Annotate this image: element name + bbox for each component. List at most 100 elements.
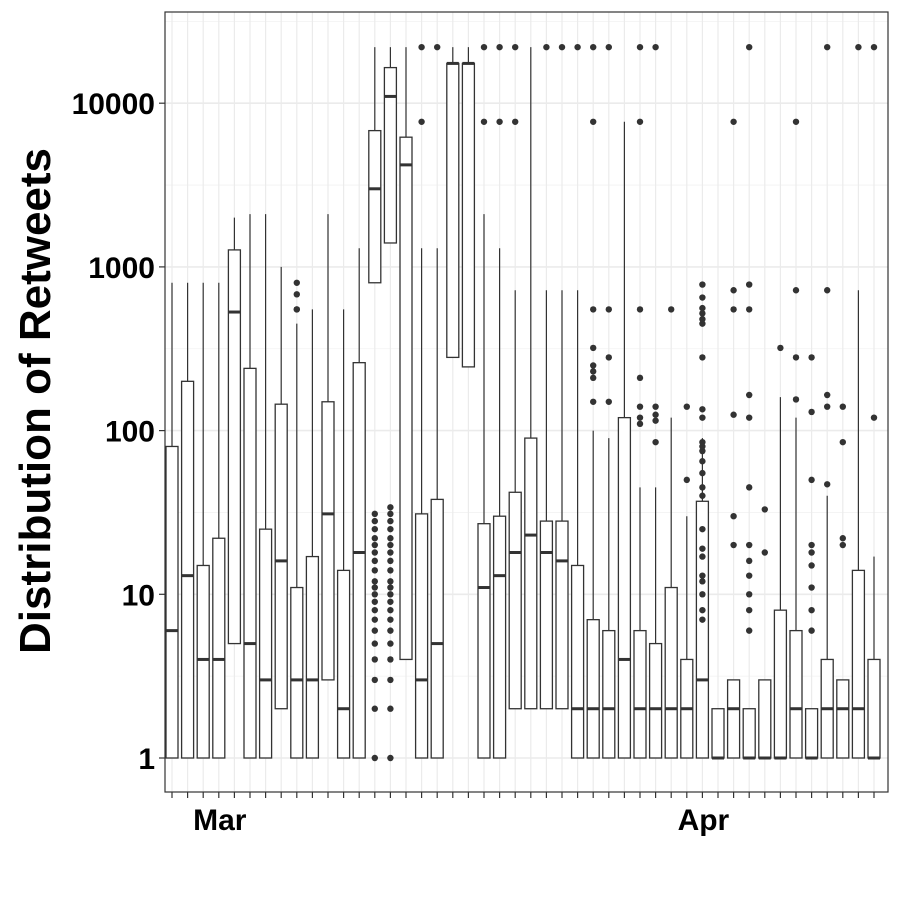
outlier-point: [371, 705, 378, 712]
outlier-point: [746, 606, 753, 614]
box-group: [617, 121, 632, 759]
outlier-point: [699, 294, 706, 301]
outlier-point: [387, 584, 394, 591]
box-iqr: [758, 679, 772, 759]
outlier-point: [652, 411, 659, 418]
outlier-point: [824, 287, 831, 294]
box-group: [446, 47, 460, 359]
box-group: [633, 43, 647, 759]
outlier-point: [387, 598, 394, 605]
outlier-point: [590, 118, 597, 125]
x-tick-label: Apr: [678, 804, 730, 837]
box-group: [789, 118, 803, 759]
outlier-point: [590, 368, 597, 375]
outlier-point: [590, 362, 597, 369]
outlier-point: [387, 616, 394, 623]
outlier-point: [605, 43, 612, 51]
outlier-point: [293, 291, 300, 298]
outlier-point: [387, 754, 394, 762]
outlier-point: [746, 414, 753, 421]
box-iqr: [836, 679, 850, 759]
outlier-point: [699, 458, 706, 465]
outlier-point: [824, 43, 831, 51]
outlier-point: [730, 512, 737, 520]
outlier-point: [480, 43, 488, 51]
outlier-point: [371, 640, 378, 647]
outlier-point: [371, 525, 378, 533]
box-iqr: [617, 416, 632, 759]
x-axis: Mar Apr: [171, 792, 875, 837]
outlier-point: [699, 438, 706, 446]
outlier-point: [699, 492, 706, 499]
box-group: [368, 47, 382, 762]
box-group: [180, 282, 195, 759]
outlier-point: [792, 396, 800, 403]
box-iqr: [461, 62, 476, 368]
outlier-point: [870, 43, 878, 51]
outlier-point: [371, 754, 378, 762]
box-iqr: [446, 62, 460, 359]
outlier-point: [777, 344, 784, 352]
box-group: [305, 309, 320, 759]
outlier-point: [699, 616, 706, 623]
outlier-point: [652, 403, 659, 410]
box-group: [648, 43, 663, 759]
outlier-point: [746, 43, 753, 51]
outlier-point: [387, 541, 394, 549]
outlier-point: [746, 557, 753, 565]
box-iqr: [165, 445, 179, 759]
outlier-point: [387, 535, 394, 542]
outlier-point: [699, 406, 706, 413]
outlier-point: [636, 414, 644, 421]
outlier-point: [699, 545, 706, 552]
outlier-point: [699, 315, 706, 323]
box-iqr: [477, 523, 491, 759]
outlier-point: [824, 481, 831, 488]
box-group: [664, 306, 678, 759]
box-group: [820, 43, 834, 759]
outlier-point: [371, 541, 378, 549]
box-group: [539, 43, 554, 710]
outlier-point: [512, 118, 519, 125]
outlier-point: [824, 391, 831, 399]
outlier-point: [387, 656, 394, 663]
box-iqr: [352, 362, 366, 759]
outlier-point: [387, 578, 394, 585]
box-iqr: [336, 569, 351, 759]
outlier-point: [699, 553, 706, 560]
outlier-point: [605, 354, 612, 361]
outlier-point: [761, 549, 768, 556]
outlier-point: [605, 398, 612, 405]
box-iqr: [586, 619, 600, 759]
outlier-point: [387, 549, 394, 556]
box-group: [430, 43, 444, 759]
box-group: [399, 47, 413, 661]
y-axis: 1 10 100 1000 10000: [72, 88, 165, 776]
box-iqr: [524, 437, 538, 710]
outlier-point: [418, 43, 425, 51]
box-group: [773, 344, 788, 760]
outlier-point: [699, 572, 706, 579]
box-iqr: [711, 708, 725, 759]
outlier-point: [387, 640, 394, 647]
outlier-point: [496, 118, 503, 125]
outlier-point: [652, 438, 659, 446]
y-tick-label: 1: [138, 743, 155, 776]
outlier-point: [808, 549, 815, 556]
outlier-point: [371, 656, 378, 663]
outlier-point: [371, 549, 378, 556]
box-group: [336, 309, 351, 759]
outlier-point: [746, 591, 753, 598]
outlier-point: [792, 287, 800, 294]
box-iqr: [196, 564, 210, 759]
outlier-point: [652, 43, 659, 51]
outlier-point: [808, 476, 815, 484]
box-group: [212, 282, 226, 759]
outlier-point: [808, 541, 815, 549]
box-group: [602, 43, 616, 759]
outlier-point: [870, 414, 878, 421]
outlier-point: [496, 43, 503, 51]
outlier-point: [371, 557, 378, 565]
outlier-point: [808, 408, 815, 416]
box-iqr: [664, 586, 678, 759]
